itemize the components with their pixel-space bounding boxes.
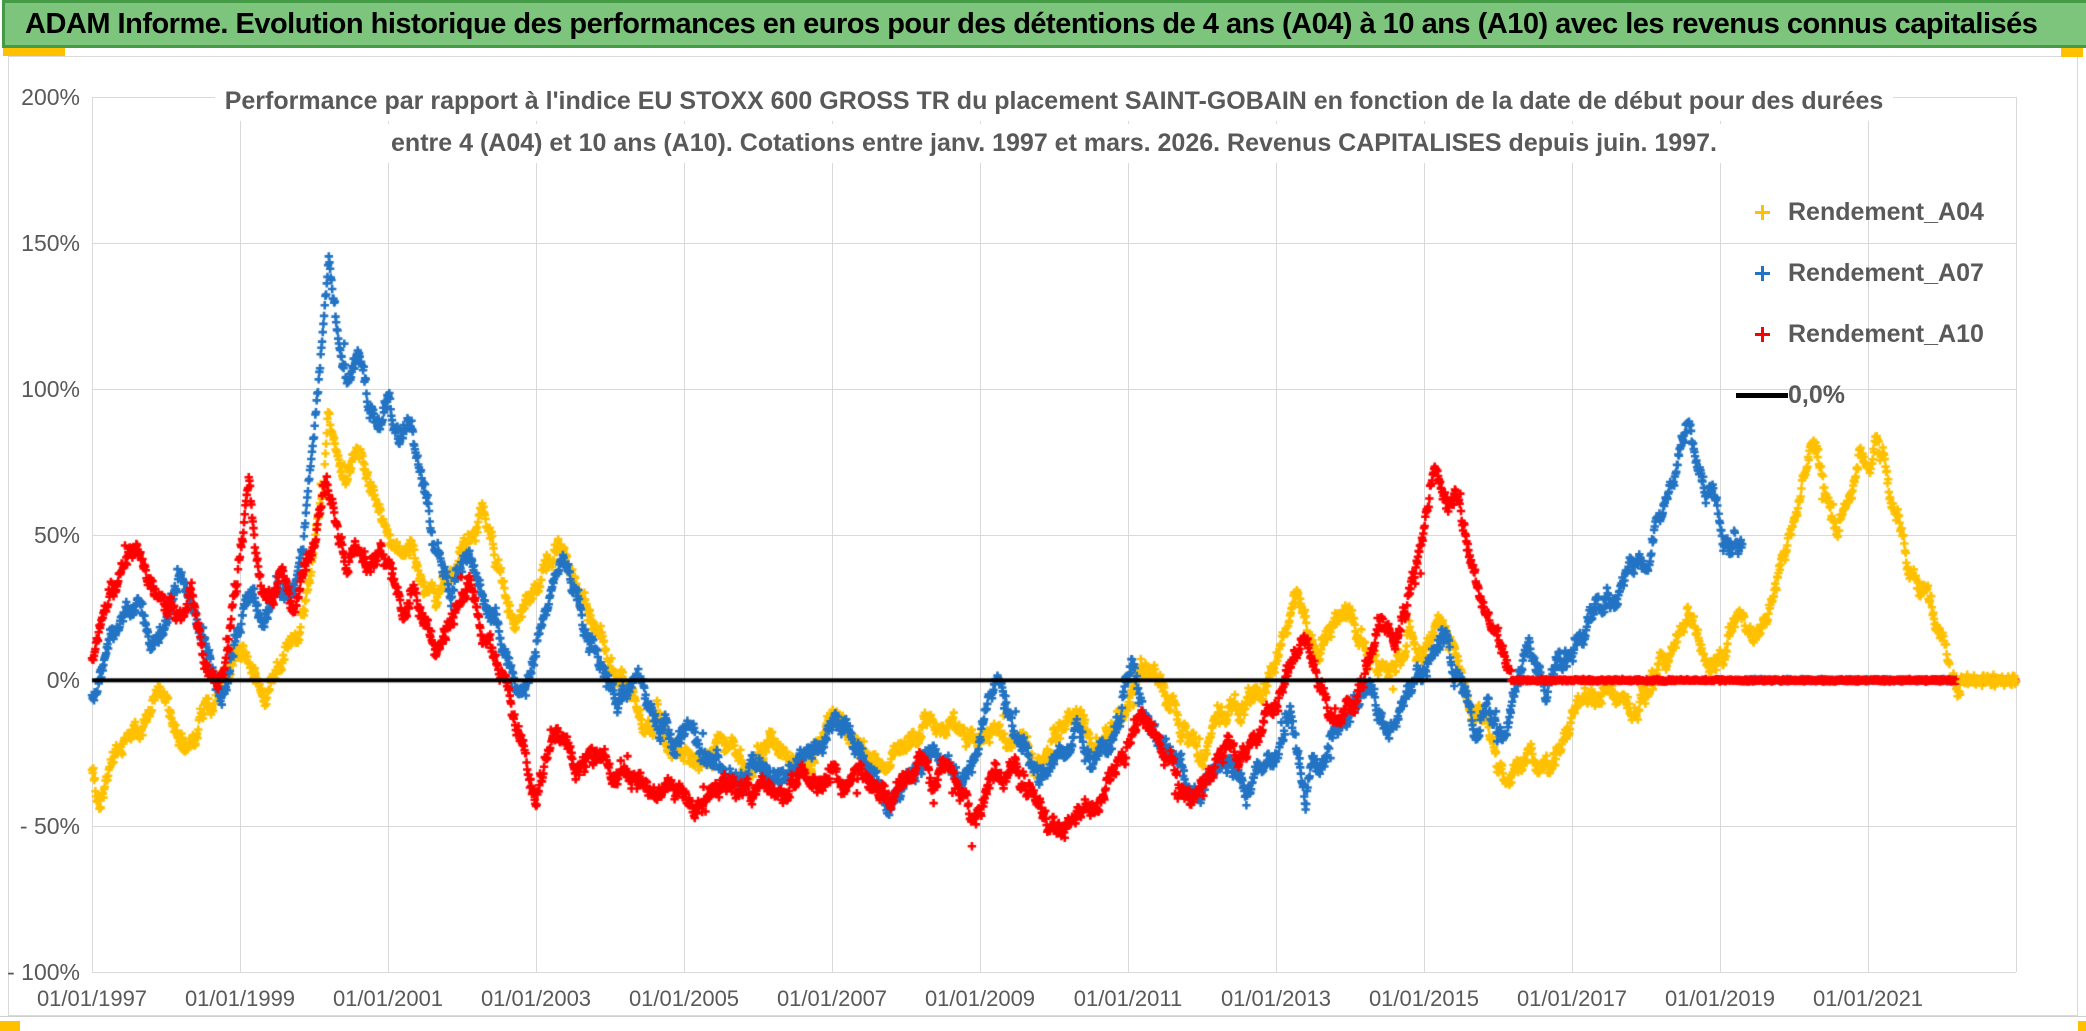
legend-item-rendement-a07[interactable]: Rendement_A07: [1736, 243, 2066, 304]
legend-label: Rendement_A07: [1788, 259, 1984, 287]
legend-label: Rendement_A10: [1788, 320, 1984, 348]
legend-label: Rendement_A04: [1788, 198, 1984, 226]
legend-label: 0,0%: [1788, 381, 1845, 409]
chart-title-line2: entre 4 (A04) et 10 ans (A10). Cotations…: [381, 124, 1727, 163]
chart-legend: Rendement_A04 Rendement_A07 Rendement_A10 0…: [1736, 182, 2066, 426]
legend-item-rendement-a04[interactable]: Rendement_A04: [1736, 182, 2066, 243]
legend-item-0-0-[interactable]: 0,0%: [1736, 365, 2066, 426]
bottom-divider: [0, 1016, 2086, 1017]
legend-item-rendement-a10[interactable]: Rendement_A10: [1736, 304, 2066, 365]
title-banner: ADAM Informe. Evolution historique des p…: [2, 0, 2086, 48]
chart-title: Performance par rapport à l'indice EU ST…: [92, 82, 2016, 166]
chart-title-line1: Performance par rapport à l'indice EU ST…: [214, 82, 1894, 121]
gold-accent-top-right: [2061, 48, 2083, 57]
page-title: ADAM Informe. Evolution historique des p…: [25, 7, 2038, 40]
plus-marker-icon: [1736, 327, 1788, 342]
gold-accent-top-left: [3, 48, 65, 56]
plus-marker-icon: [1736, 205, 1788, 220]
line-marker-icon: [1736, 393, 1788, 398]
gold-accent-bottom-right: [2078, 1021, 2086, 1031]
plus-marker-icon: [1736, 266, 1788, 281]
gold-accent-bottom-left: [0, 1021, 20, 1031]
